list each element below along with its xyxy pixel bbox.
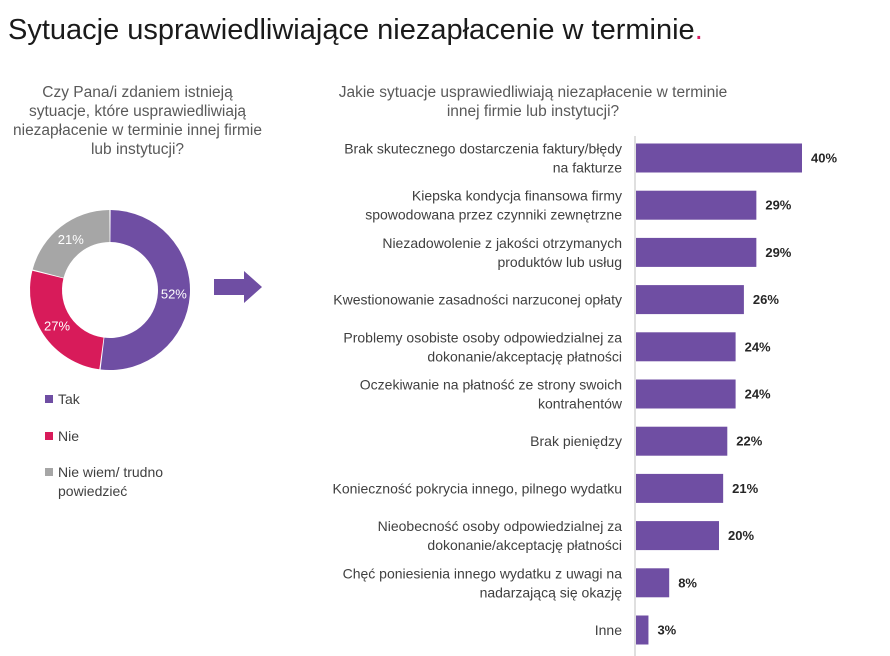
- donut-question: Czy Pana/i zdaniem istnieją sytuacje, kt…: [13, 84, 262, 158]
- bar: [636, 521, 719, 551]
- category-label: Nieobecność osoby odpowiedzialnej za doko…: [378, 518, 623, 553]
- donut-chart: 52% 27% 21%: [29, 210, 191, 370]
- category-label: Konieczność pokrycia innego, pilnego wyd…: [332, 480, 622, 496]
- page-title: Sytuacje usprawiedliwiające niezapłaceni…: [8, 14, 703, 46]
- bar-data-label: 26%: [753, 292, 779, 307]
- bar: [636, 615, 649, 645]
- arrow-shape: [214, 271, 262, 303]
- legend-label: Tak: [58, 391, 80, 407]
- category-label: Chęć poniesienia innego wydatku z uwagi …: [343, 565, 623, 600]
- bar-data-label: 40%: [811, 151, 837, 166]
- bar: [636, 190, 757, 220]
- bar: [636, 473, 724, 503]
- donut-data-label: 21%: [58, 232, 84, 247]
- bar-question: Jakie sytuacje usprawiedliwiają niezapła…: [338, 84, 728, 120]
- bar-data-label: 21%: [732, 481, 758, 496]
- bar: [636, 143, 802, 173]
- category-label: Brak skutecznego dostarczenia faktury/bł…: [344, 141, 622, 176]
- donut-data-label: 27%: [44, 318, 70, 333]
- bar-data-label: 22%: [736, 434, 762, 449]
- donut-slice-2: [32, 210, 110, 278]
- arrow-right-icon: [214, 271, 262, 303]
- bar-data-label: 29%: [765, 245, 791, 260]
- bar: [636, 237, 757, 267]
- category-label: Niezadowolenie z jakości otrzymanych prod…: [382, 235, 622, 270]
- category-label: Inne: [595, 622, 622, 638]
- bar: [636, 568, 670, 598]
- bar-chart: 40% Brak skutecznego dostarczenia faktury…: [332, 136, 837, 656]
- legend-swatch: [45, 395, 53, 403]
- legend-swatch: [45, 468, 53, 476]
- bar: [636, 332, 736, 362]
- bar-data-label: 24%: [745, 339, 771, 354]
- category-label: Kiepska kondycja finansowa firmy spowodow…: [365, 188, 622, 223]
- bar-data-label: 8%: [678, 575, 697, 590]
- legend-swatch: [45, 432, 53, 440]
- bar-data-label: 3%: [657, 623, 676, 638]
- donut-slice-1: [29, 270, 104, 370]
- category-label: Oczekiwanie na płatność ze strony swoich…: [360, 377, 623, 412]
- bar: [636, 285, 744, 315]
- donut-slice-0: [100, 210, 191, 370]
- category-label: Problemy osobiste osoby odpowiedzialnej …: [343, 329, 622, 364]
- bar-data-label: 24%: [745, 387, 771, 402]
- category-label: Kwestionowanie zasadności narzuconej opł…: [333, 292, 622, 308]
- bar-data-label: 29%: [765, 198, 791, 213]
- legend-label: Nie wiem/ trudno powiedzieć: [58, 464, 164, 499]
- bar: [636, 426, 728, 456]
- legend-label: Nie: [58, 428, 80, 444]
- category-label: Brak pieniędzy: [530, 433, 622, 449]
- bar: [636, 379, 736, 409]
- donut-data-label: 52%: [161, 287, 187, 302]
- bar-data-label: 20%: [728, 528, 754, 543]
